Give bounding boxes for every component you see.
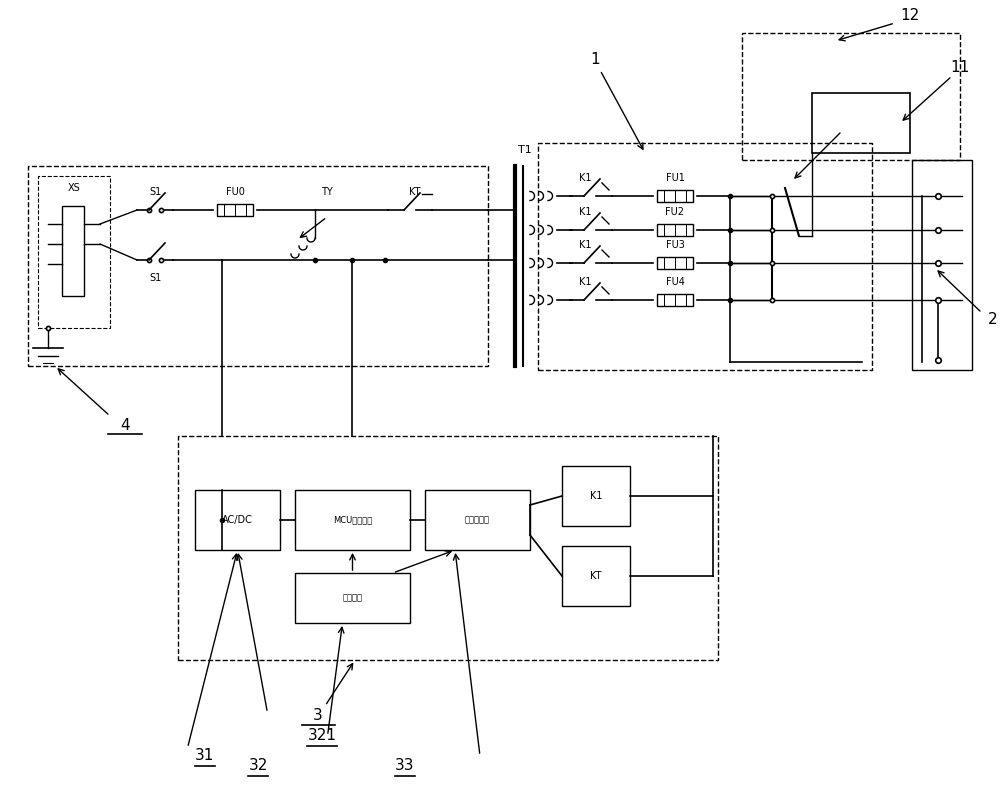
Bar <box>38 176 110 328</box>
Bar <box>295 490 410 550</box>
Bar <box>28 166 488 366</box>
Bar <box>657 190 693 202</box>
Bar <box>912 160 972 370</box>
Bar <box>538 143 872 370</box>
Text: K1: K1 <box>579 277 591 287</box>
Bar <box>178 436 718 660</box>
Text: KT: KT <box>590 571 602 581</box>
Bar <box>195 490 280 550</box>
Text: MCU微控制器: MCU微控制器 <box>333 516 372 524</box>
Text: 1: 1 <box>590 53 600 68</box>
Text: K1: K1 <box>579 207 591 217</box>
Text: 3: 3 <box>313 709 323 724</box>
Text: AC/DC: AC/DC <box>222 515 253 525</box>
Bar <box>812 93 910 153</box>
Text: 11: 11 <box>950 61 970 76</box>
Text: 33: 33 <box>395 759 415 773</box>
Text: 31: 31 <box>195 749 215 764</box>
Text: K1: K1 <box>579 173 591 183</box>
Text: S1: S1 <box>149 187 161 197</box>
Bar <box>62 206 84 296</box>
Text: 继电器驱动: 继电器驱动 <box>465 516 490 524</box>
Bar <box>425 490 530 550</box>
Text: 12: 12 <box>900 9 920 23</box>
Text: K1: K1 <box>590 491 602 501</box>
Bar <box>742 33 960 160</box>
Bar <box>562 546 630 606</box>
Bar <box>562 466 630 526</box>
Text: 32: 32 <box>248 759 268 773</box>
Text: FU1: FU1 <box>666 173 684 183</box>
Bar <box>657 224 693 236</box>
Text: T1: T1 <box>518 145 532 155</box>
Text: 输出切换: 输出切换 <box>343 594 363 602</box>
Text: KT: KT <box>409 187 421 197</box>
Text: FU2: FU2 <box>666 207 684 217</box>
Bar <box>657 294 693 306</box>
Bar <box>657 257 693 269</box>
Text: K1: K1 <box>579 240 591 250</box>
Text: TY: TY <box>321 187 333 197</box>
Text: 4: 4 <box>120 418 130 433</box>
Text: FU3: FU3 <box>666 240 684 250</box>
Bar <box>217 204 253 216</box>
Text: FU4: FU4 <box>666 277 684 287</box>
Bar <box>295 573 410 623</box>
Text: XS: XS <box>68 183 80 193</box>
Text: 2: 2 <box>988 313 998 327</box>
Text: 321: 321 <box>308 729 336 744</box>
Text: FU0: FU0 <box>226 187 244 197</box>
Text: S1: S1 <box>149 273 161 283</box>
